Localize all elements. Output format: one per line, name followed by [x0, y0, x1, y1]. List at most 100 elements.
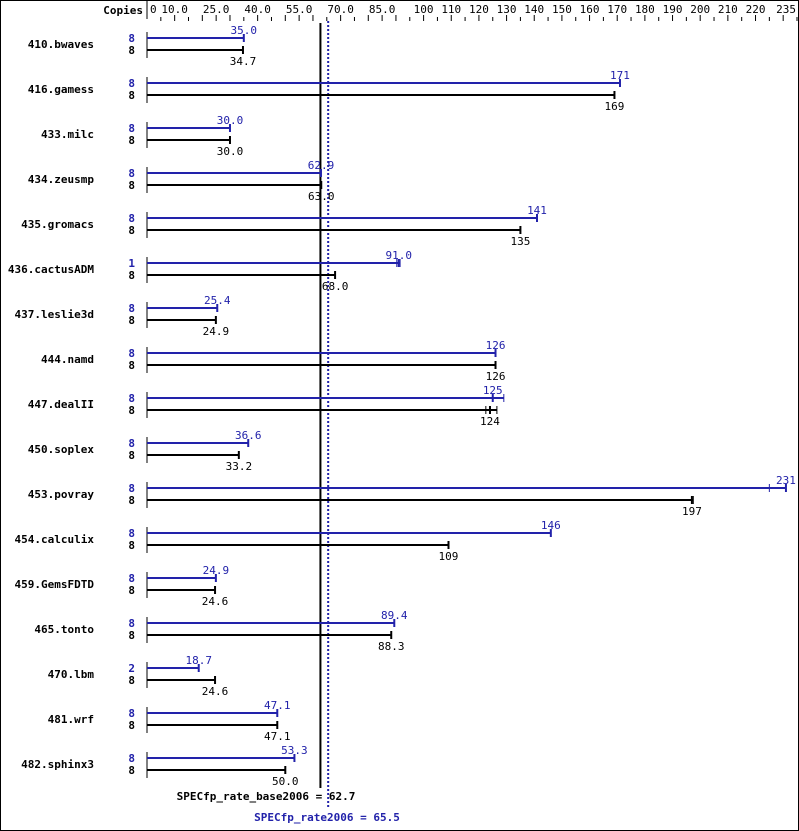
base-copies: 8	[128, 539, 135, 552]
peak-value-label: 146	[541, 519, 561, 532]
benchmark-label: 434.zeusmp	[28, 173, 95, 186]
base-value-label: 24.9	[203, 325, 230, 338]
peak-copies: 8	[128, 527, 135, 540]
peak-copies: 8	[128, 482, 135, 495]
peak-copies: 8	[128, 752, 135, 765]
base-value-label: 109	[439, 550, 459, 563]
base-copies: 8	[128, 674, 135, 687]
peak-value-label: 126	[486, 339, 506, 352]
peak-copies: 8	[128, 167, 135, 180]
benchmark-label: 410.bwaves	[28, 38, 94, 51]
base-score-label: SPECfp_rate_base2006 = 62.7	[177, 790, 356, 803]
tick-label: 55.0	[286, 3, 313, 16]
peak-copies: 8	[128, 347, 135, 360]
peak-copies: 8	[128, 77, 135, 90]
base-value-label: 34.7	[230, 55, 257, 68]
base-copies: 8	[128, 134, 135, 147]
base-value-label: 126	[486, 370, 506, 383]
tick-label: 210	[718, 3, 738, 16]
benchmark-label: 482.sphinx3	[21, 758, 94, 771]
peak-value-label: 62.9	[308, 159, 335, 172]
base-copies: 8	[128, 89, 135, 102]
base-copies: 8	[128, 359, 135, 372]
peak-copies: 8	[128, 572, 135, 585]
peak-copies: 8	[128, 617, 135, 630]
tick-label: 200	[690, 3, 710, 16]
benchmark-label: 465.tonto	[34, 623, 94, 636]
base-value-label: 47.1	[264, 730, 291, 743]
benchmark-label: 416.gamess	[28, 83, 94, 96]
tick-label: 0	[150, 3, 157, 16]
benchmark-label: 447.dealII	[28, 398, 94, 411]
base-copies: 8	[128, 494, 135, 507]
tick-label: 180	[635, 3, 655, 16]
tick-label: 120	[469, 3, 489, 16]
peak-value-label: 231	[776, 474, 796, 487]
tick-label: 40.0	[244, 3, 271, 16]
benchmark-label: 437.leslie3d	[15, 308, 94, 321]
tick-label: 170	[607, 3, 627, 16]
base-value-label: 169	[605, 100, 625, 113]
base-value-label: 135	[510, 235, 530, 248]
base-value-label: 124	[480, 415, 500, 428]
benchmark-label: 444.namd	[41, 353, 94, 366]
peak-value-label: 125	[483, 384, 503, 397]
peak-copies: 8	[128, 302, 135, 315]
benchmark-label: 436.cactusADM	[8, 263, 94, 276]
peak-value-label: 53.3	[281, 744, 308, 757]
benchmark-label: 433.milc	[41, 128, 94, 141]
tick-label: 190	[663, 3, 683, 16]
tick-label: 70.0	[327, 3, 354, 16]
peak-value-label: 25.4	[204, 294, 231, 307]
base-copies: 8	[128, 44, 135, 57]
base-value-label: 24.6	[202, 685, 229, 698]
benchmark-label: 435.gromacs	[21, 218, 94, 231]
peak-copies: 1	[128, 257, 135, 270]
base-copies: 8	[128, 314, 135, 327]
peak-value-label: 30.0	[217, 114, 244, 127]
base-value-label: 24.6	[202, 595, 229, 608]
base-copies: 8	[128, 584, 135, 597]
benchmark-label: 453.povray	[28, 488, 95, 501]
base-copies: 8	[128, 224, 135, 237]
base-copies: 8	[128, 179, 135, 192]
base-value-label: 33.2	[226, 460, 253, 473]
base-copies: 8	[128, 404, 135, 417]
peak-copies: 8	[128, 212, 135, 225]
peak-copies: 8	[128, 437, 135, 450]
tick-label: 10.0	[161, 3, 188, 16]
peak-copies: 8	[128, 122, 135, 135]
base-value-label: 63.0	[308, 190, 335, 203]
benchmark-label: 450.soplex	[28, 443, 95, 456]
peak-value-label: 91.0	[385, 249, 412, 262]
peak-value-label: 18.7	[185, 654, 212, 667]
tick-label: 110	[441, 3, 461, 16]
peak-value-label: 89.4	[381, 609, 408, 622]
tick-label: 130	[497, 3, 517, 16]
peak-copies: 8	[128, 392, 135, 405]
peak-copies: 8	[128, 707, 135, 720]
peak-value-label: 171	[610, 69, 630, 82]
benchmark-label: 470.lbm	[48, 668, 95, 681]
tick-label: 100	[414, 3, 434, 16]
peak-value-label: 47.1	[264, 699, 291, 712]
base-copies: 8	[128, 449, 135, 462]
peak-value-label: 35.0	[231, 24, 258, 37]
benchmark-label: 459.GemsFDTD	[15, 578, 95, 591]
base-value-label: 197	[682, 505, 702, 518]
tick-label: 220	[746, 3, 766, 16]
tick-label: 160	[580, 3, 600, 16]
base-copies: 8	[128, 719, 135, 732]
tick-label: 140	[524, 3, 544, 16]
base-copies: 8	[128, 269, 135, 282]
benchmark-label: 454.calculix	[15, 533, 95, 546]
base-value-label: 88.3	[378, 640, 405, 653]
benchmark-label: 481.wrf	[48, 713, 94, 726]
peak-score-label: SPECfp_rate2006 = 65.5	[254, 811, 400, 824]
tick-label: 25.0	[203, 3, 230, 16]
peak-value-label: 141	[527, 204, 547, 217]
base-copies: 8	[128, 764, 135, 777]
tick-label: 150	[552, 3, 572, 16]
